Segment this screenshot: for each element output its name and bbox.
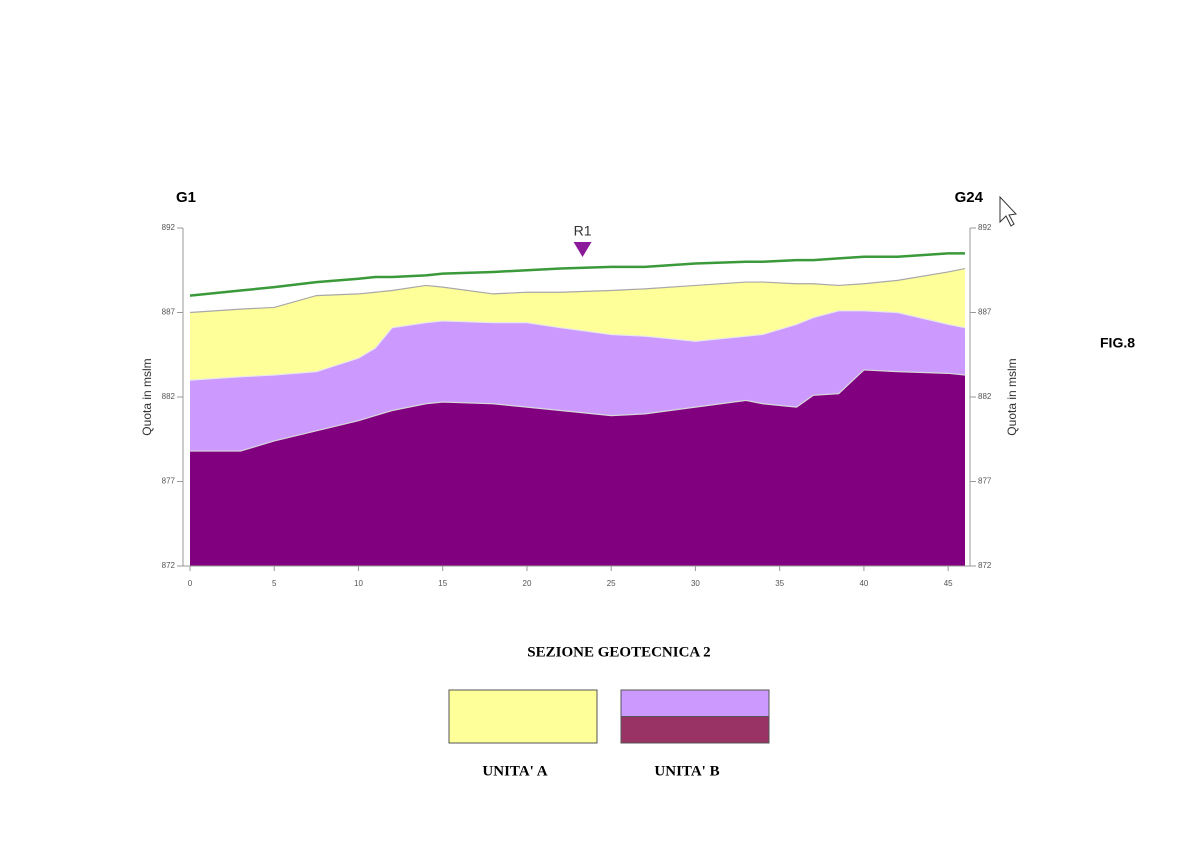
y-tick-label: 892 bbox=[162, 223, 176, 232]
y-tick-label: 877 bbox=[162, 477, 176, 486]
y2-tick-label: 877 bbox=[978, 477, 992, 486]
plot bbox=[189, 252, 966, 566]
area-fill bbox=[190, 310, 965, 452]
y-tick-label: 872 bbox=[162, 561, 176, 570]
area-fill bbox=[190, 369, 965, 566]
x-tick-label: 0 bbox=[188, 579, 193, 588]
y2-tick-label: 887 bbox=[978, 308, 992, 317]
legend-swatch bbox=[620, 689, 770, 717]
legend-swatch bbox=[620, 716, 770, 744]
y2-tick-label: 892 bbox=[978, 223, 992, 232]
start-label: G1 bbox=[176, 189, 196, 206]
y2-axis-label: Quota in mslm bbox=[1005, 358, 1019, 435]
x-tick-label: 25 bbox=[607, 579, 616, 588]
x-tick-label: 15 bbox=[438, 579, 447, 588]
ground-line bbox=[189, 252, 965, 297]
x-tick-label: 10 bbox=[354, 579, 363, 588]
marker-label: R1 bbox=[574, 223, 592, 239]
area-fill bbox=[190, 268, 965, 381]
y-tick-label: 887 bbox=[162, 308, 176, 317]
boundary-line bbox=[189, 267, 966, 314]
x-tick-label: 30 bbox=[691, 579, 700, 588]
y2-tick-label: 882 bbox=[978, 392, 992, 401]
legend-label: UNITA' B bbox=[654, 763, 719, 779]
boundary-line bbox=[189, 310, 966, 381]
y-tick-label: 882 bbox=[162, 392, 176, 401]
boundary-line bbox=[190, 369, 966, 452]
chart-title: SEZIONE GEOTECNICA 2 bbox=[527, 644, 710, 660]
x-tick-label: 5 bbox=[272, 579, 277, 588]
marker bbox=[573, 242, 592, 257]
x-tick-label: 40 bbox=[859, 579, 868, 588]
figure-label: FIG.8 bbox=[1100, 335, 1135, 351]
legend-swatch bbox=[448, 689, 598, 744]
cursor bbox=[999, 195, 1018, 227]
end-label: G24 bbox=[955, 189, 984, 206]
x-tick-label: 35 bbox=[775, 579, 784, 588]
y-axis-label: Quota in mslm bbox=[140, 358, 154, 435]
x-tick-label: 45 bbox=[944, 579, 953, 588]
x-tick-label: 20 bbox=[523, 579, 532, 588]
legend-label: UNITA' A bbox=[482, 763, 547, 779]
y2-tick-label: 872 bbox=[978, 561, 992, 570]
